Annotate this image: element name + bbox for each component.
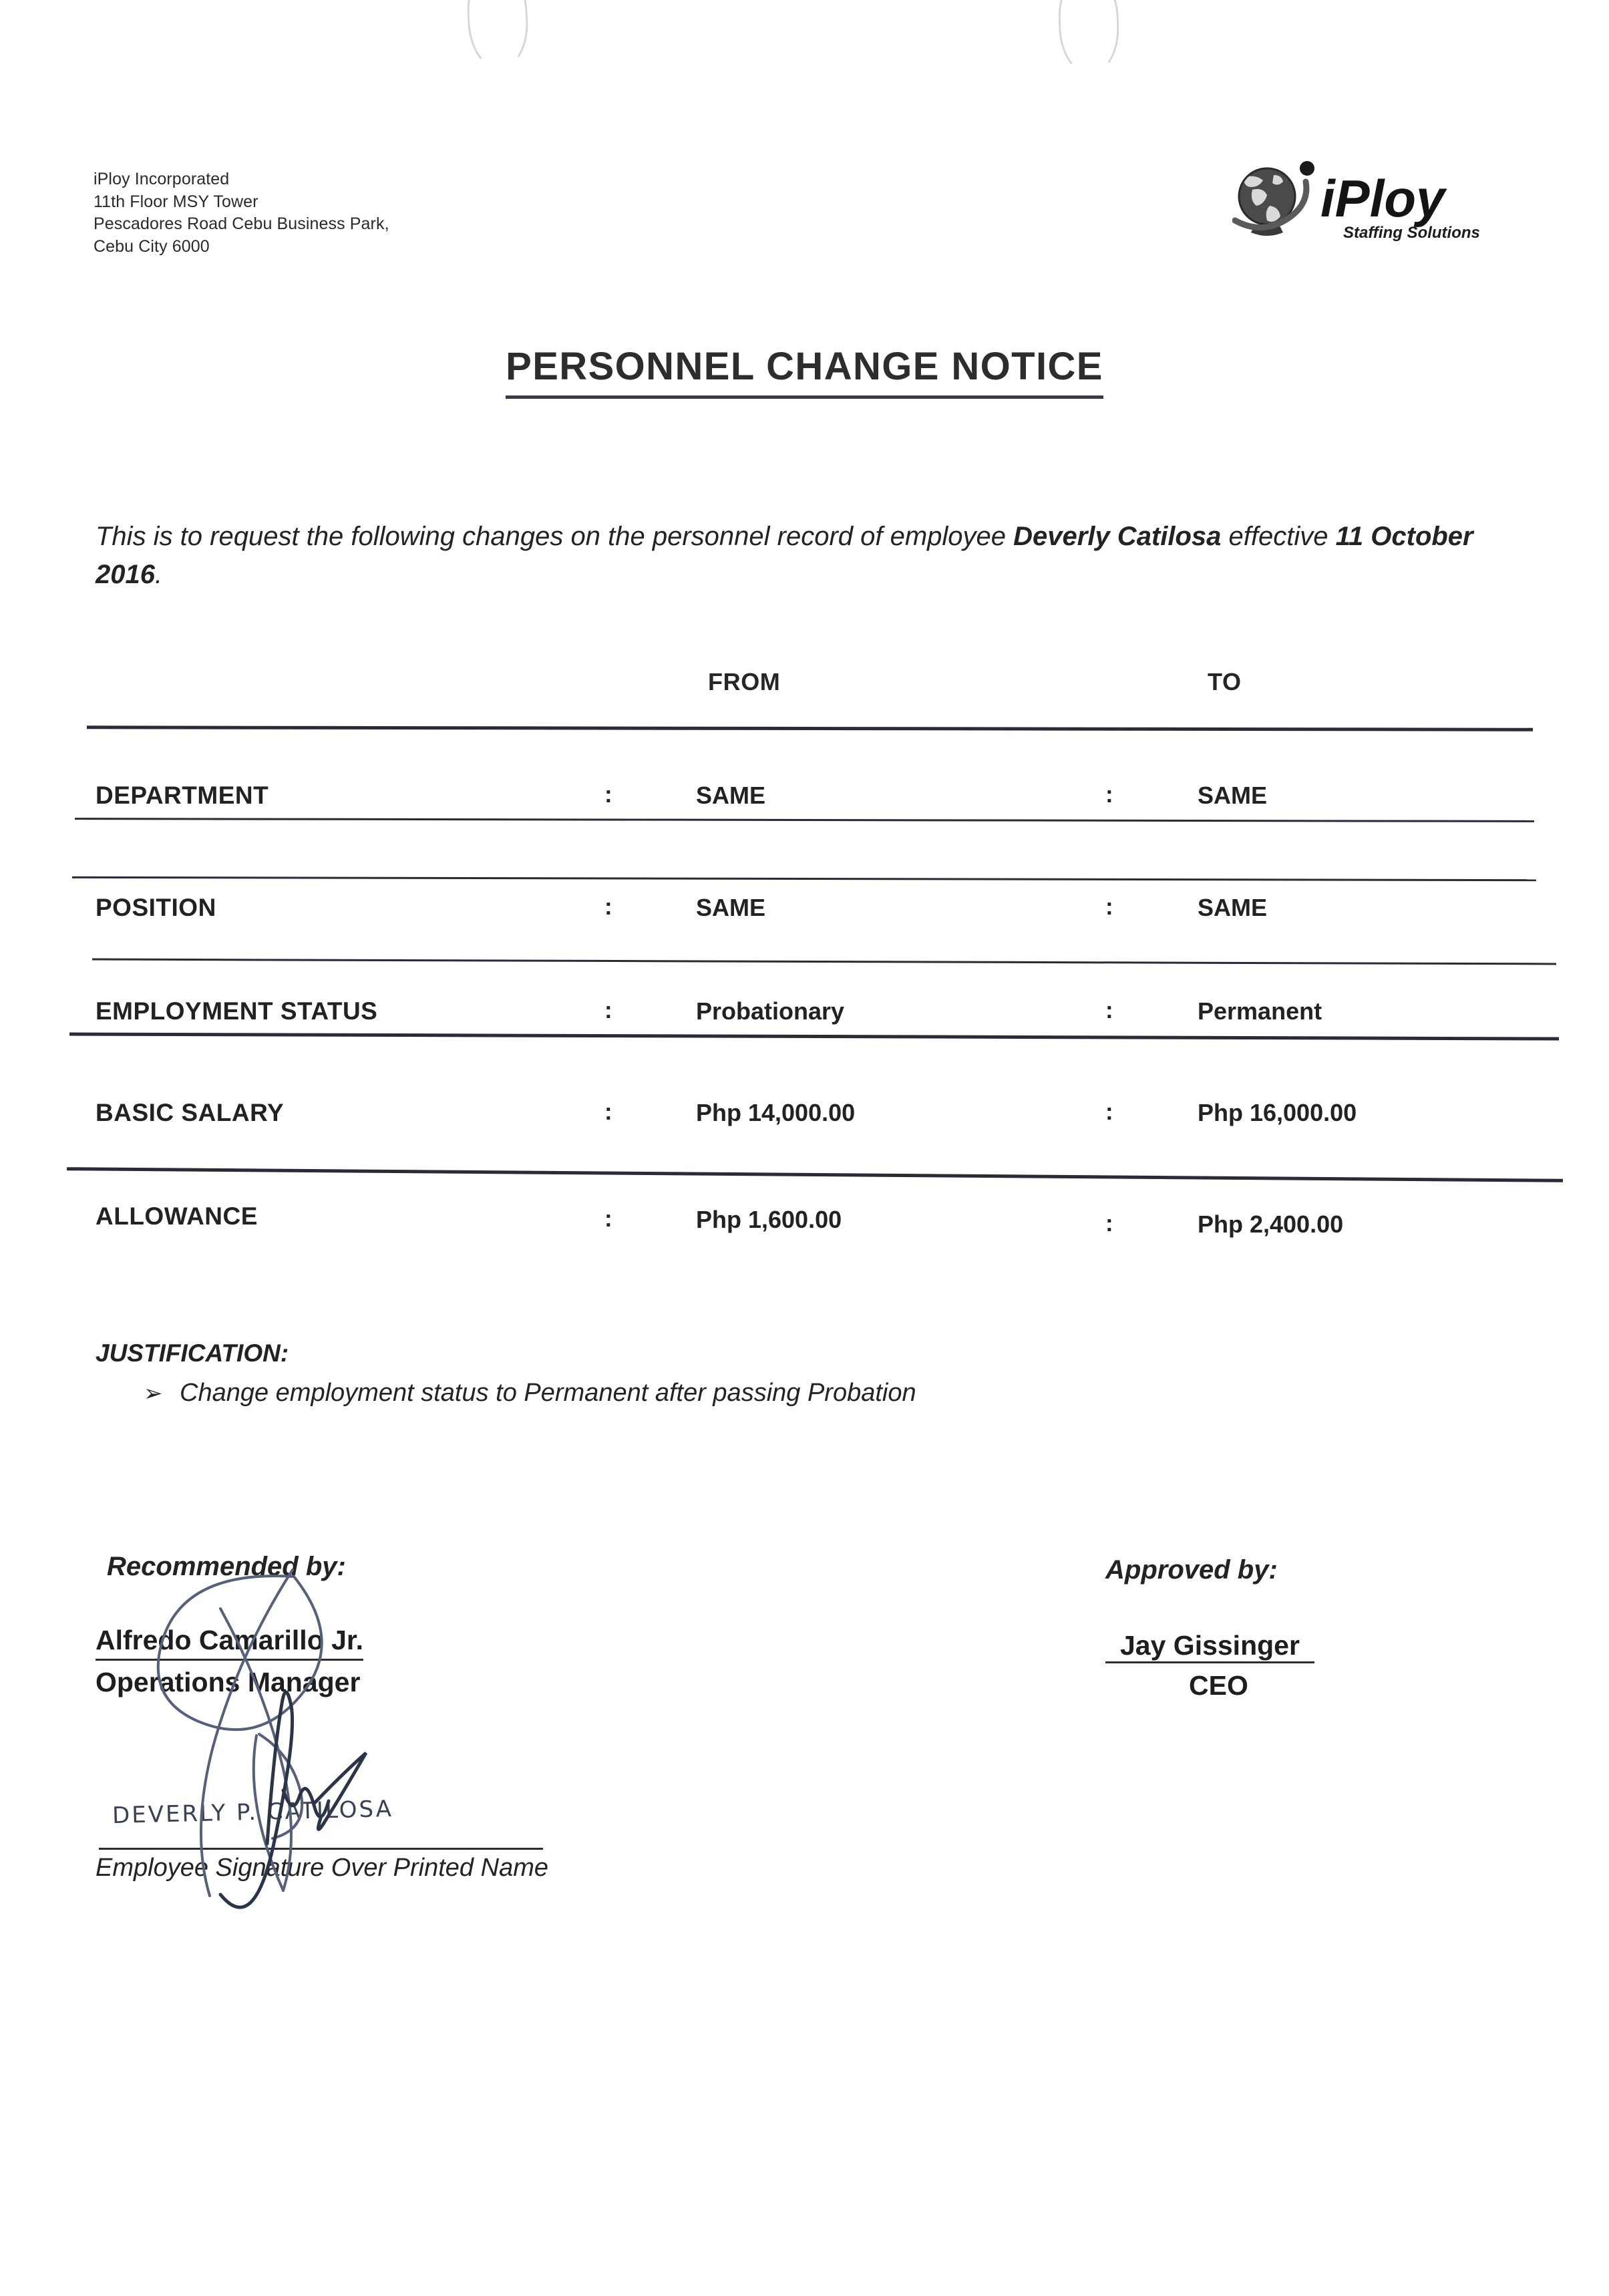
row-value-from: Php 14,000.00 [696,1099,856,1126]
employee-handwritten-signature: DEVERLY P. CATILOSA [112,1795,394,1830]
approved-by-heading: Approved by: [1105,1555,1278,1585]
row-colon-to: : [1105,997,1113,1023]
row-value-to: SAME [1198,894,1268,921]
letterhead-line-street: Pescadores Road Cebu Business Park, [94,214,389,233]
row-label: ALLOWANCE [96,1202,258,1230]
row-value-to: Permanent [1198,997,1322,1025]
intro-text-before: This is to request the following changes… [96,522,1014,551]
row-colon-from: : [604,997,612,1023]
intro-text-middle: effective [1221,522,1336,551]
letterhead-line-floor: 11th Floor MSY Tower [94,192,258,211]
row-colon-from: : [604,1206,612,1232]
approved-by-name: Jay Gissinger [1105,1630,1314,1663]
punch-hole-icon [464,0,531,71]
table-rule [67,1167,1563,1182]
intro-text-after: . [154,559,163,589]
logo-wordmark: iPloy [1320,169,1447,228]
recommended-by-name: Alfredo Camarillo Jr. [96,1625,364,1661]
employee-signature-caption: Employee Signature Over Printed Name [96,1854,548,1882]
letterhead-line-city: Cebu City 6000 [94,236,210,256]
recommended-by-heading: Recommended by: [107,1552,346,1581]
employee-name: Deverly Catilosa [1013,522,1222,551]
page-title: PERSONNEL CHANGE NOTICE [0,344,1609,399]
punch-hole-icon [1057,0,1121,76]
row-colon-from: : [604,782,612,808]
table-rule [71,876,1537,882]
globe-icon [1232,161,1314,236]
row-value-to: SAME [1198,782,1268,809]
row-colon-from: : [604,1099,612,1125]
row-value-to: Php 2,400.00 [1198,1210,1344,1238]
table-rule [86,725,1534,731]
column-header-to: TO [1208,668,1242,695]
letterhead-line-company: iPloy Incorporated [94,170,230,188]
row-label: POSITION [96,894,216,921]
row-value-to: Php 16,000.00 [1198,1099,1357,1126]
row-value-from: SAME [696,894,766,921]
row-colon-to: : [1105,1210,1113,1237]
logo-tagline: Staffing Solutions [1343,224,1480,242]
justification-item-text: Change employment status to Permanent af… [180,1379,916,1407]
row-value-from: Probationary [696,997,845,1025]
intro-paragraph: This is to request the following changes… [96,518,1518,594]
justification-heading: JUSTIFICATION: [96,1339,289,1367]
approved-by-role: CEO [1189,1670,1248,1701]
row-label: BASIC SALARY [96,1099,285,1126]
row-value-from: SAME [696,782,766,809]
column-header-from: FROM [708,668,781,695]
row-colon-to: : [1105,1099,1113,1125]
effective-date: 11 October 2016 [96,522,1473,589]
employee-signature-line [99,1848,543,1850]
table-rule [92,958,1556,965]
row-colon-from: : [604,894,612,920]
row-label: EMPLOYMENT STATUS [96,997,378,1025]
row-label: DEPARTMENT [96,782,269,809]
recommended-by-role: Operations Manager [96,1667,361,1697]
row-value-from: Php 1,600.00 [696,1206,842,1233]
table-rule [69,1032,1560,1041]
row-colon-to: : [1105,894,1113,920]
row-colon-to: : [1105,782,1113,808]
table-rule [74,818,1535,822]
letterhead-address: iPloy Incorporated 11th Floor MSY Tower … [94,168,389,258]
company-logo: iPloy Staffing Solutions [1232,152,1513,253]
arrow-bullet-icon: ➢ [144,1381,163,1406]
justification-item: ➢ Change employment status to Permanent a… [144,1379,916,1408]
page-title-text: PERSONNEL CHANGE NOTICE [506,345,1103,399]
